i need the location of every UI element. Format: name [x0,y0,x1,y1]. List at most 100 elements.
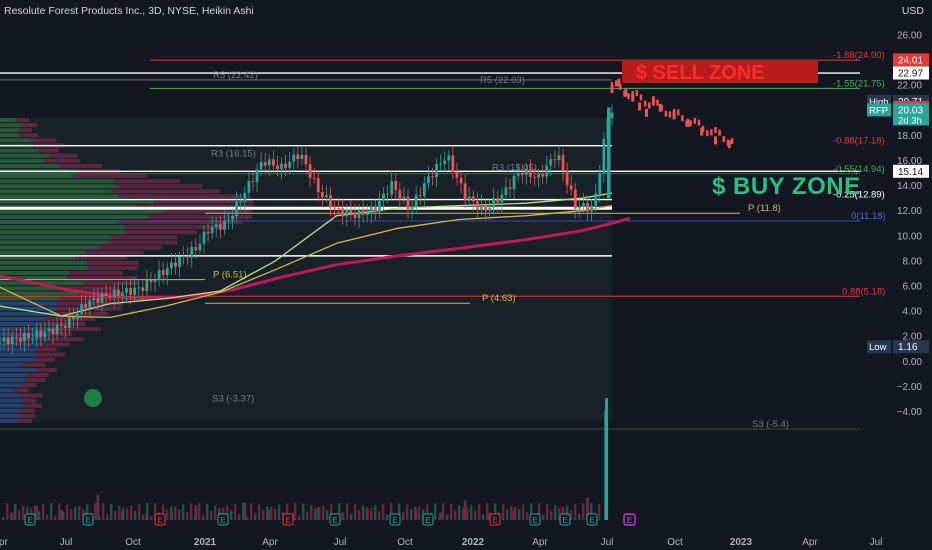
projected-candle [714,136,717,144]
candle-body [394,181,397,190]
earnings-marker-letter: E [532,516,537,525]
candle-body [456,172,459,178]
profile-bar-up [0,409,20,413]
profile-bar-down [119,195,242,199]
price-tag-value: 22.97 [898,69,923,80]
volume-bar [346,503,348,520]
x-tick-label: Oct [667,537,683,548]
price-tag: 24.01 [893,53,929,66]
y-tick-label: 26.00 [897,31,922,42]
volume-bar [234,504,236,520]
profile-bar-up [0,363,21,367]
candle-body [19,338,22,342]
candle-body [227,220,230,221]
earnings-marker-letter: E [589,516,594,525]
candle-body [423,183,426,196]
profile-bar-up [0,322,42,326]
profile-bar-up [0,149,38,153]
profile-bar-down [18,419,32,423]
candle-body [48,328,51,331]
earnings-marker: E [423,514,433,525]
profile-bar-down [20,409,35,413]
candle-body [378,201,381,212]
volume-bar [442,503,444,520]
volume-bar [102,503,104,520]
volume-bar [370,508,372,520]
profile-bar-up [0,164,59,168]
candle-body [500,195,503,203]
volume-bar [474,511,476,520]
candle-body [264,162,267,166]
volume-bar [482,514,484,520]
projected-candle [665,111,667,117]
candle-body [468,196,471,200]
profile-bar-down [111,189,220,193]
profile-bar-down [20,128,32,132]
candle-body [513,176,516,189]
candle-body [72,317,75,319]
candle-body [0,341,1,342]
candle-body [219,224,222,230]
volume-bar [142,514,144,520]
candle-body [496,198,499,203]
profile-bar-down [20,414,35,418]
candle-body [268,159,271,165]
volume-bar [314,508,316,520]
candle-body [398,190,401,199]
volume-bar [502,504,504,520]
level-label: -1.88(24.00) [833,50,885,61]
earnings-marker: E [530,514,540,525]
volume-bar [126,508,128,520]
candle-body [137,287,140,288]
profile-bar-down [98,246,162,250]
candle-body [390,181,393,195]
candle-body [296,155,299,159]
y-tick-label: 12.00 [897,206,922,217]
volume-bar [6,503,8,520]
candle-body [203,232,206,244]
volume-bar [470,505,472,520]
price-tag-value: 15.14 [898,167,923,178]
profile-bar-down [114,179,180,183]
y-tick-label: −2.00 [897,382,923,393]
earnings-marker-letter: E [392,516,397,525]
candle-body [121,293,124,296]
volume-bar [122,508,124,520]
profile-bar-down [28,373,49,377]
volume-bar [270,507,272,520]
price-tag: Low 1.16 [867,340,929,353]
x-tick-label: Jul [334,537,347,548]
profile-bar-up [0,388,14,392]
profile-bar-down [21,363,46,367]
volume-bar [274,509,276,520]
volume-bar [466,508,468,520]
x-tick-label: 2021 [194,537,217,548]
x-tick-label: Jul [60,537,73,548]
volume-bar [478,504,480,520]
profile-bar-up [0,302,57,306]
profile-bar-down [126,230,197,234]
candle-body [362,209,365,215]
profile-bar-up [0,297,59,301]
profile-bar-up [0,138,31,142]
projected-candle [689,120,691,126]
candle-body [435,164,438,177]
profile-bar-up [0,230,126,234]
price-tag-label: Low [869,342,887,353]
candle-body [439,164,442,165]
volume-bar [418,506,420,520]
projected-candle [669,111,671,117]
profile-bar-up [0,419,18,423]
x-tick-label: Apr [262,537,278,548]
candle-body [586,203,589,211]
candle-body [366,213,369,214]
volume-bar [462,508,464,520]
projected-candle [645,109,648,117]
candle-body [243,193,246,201]
profile-bar-up [0,383,22,387]
level-label: P (4.63) [482,293,516,304]
sell-zone-label: $ SELL ZONE [622,61,818,83]
candle-body [92,298,95,300]
candle-body [252,181,255,182]
candle-body [611,113,614,118]
